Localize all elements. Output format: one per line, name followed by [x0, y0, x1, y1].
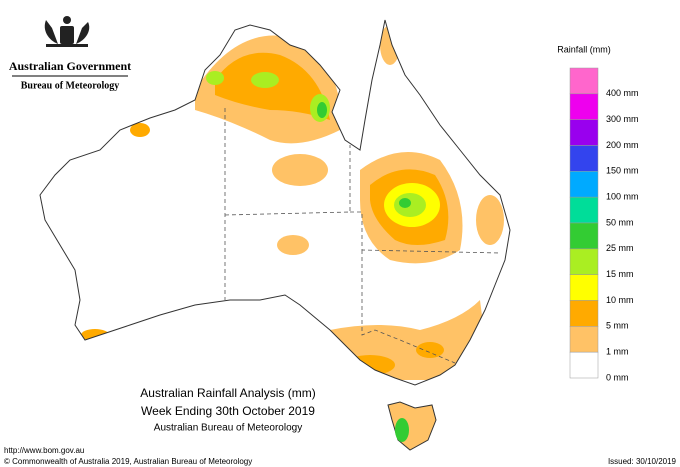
caption-title: Australian Rainfall Analysis (mm) — [140, 386, 315, 400]
state-border — [361, 250, 456, 364]
legend-swatch — [569, 67, 599, 95]
legend-swatch — [569, 300, 599, 327]
legend-swatch — [569, 222, 599, 250]
footer-url: http://www.bom.gov.au — [4, 446, 84, 455]
footer-issued: Issued: 30/10/2019 — [608, 457, 677, 466]
tasmania-rain — [395, 418, 409, 442]
legend-label: 50 mm — [606, 217, 634, 227]
legend-swatch — [569, 274, 599, 301]
caption-agency: Australian Bureau of Meteorology — [154, 423, 302, 434]
legend-swatch — [569, 145, 599, 172]
legend-swatch — [569, 93, 599, 120]
state-border — [224, 145, 351, 216]
bureau-title: Bureau of Meteorology — [21, 80, 120, 91]
legend-label: 5 mm — [606, 321, 629, 331]
legend-label: 1 mm — [606, 347, 629, 357]
government-title: Australian Government — [9, 59, 131, 73]
crest — [44, 16, 90, 47]
caption-week: Week Ending 30th October 2019 — [141, 404, 315, 418]
state-border — [350, 211, 501, 254]
legend-title: Rainfall (mm) — [557, 44, 611, 54]
legend-swatch — [569, 196, 599, 224]
legend-label: 15 mm — [606, 269, 634, 279]
legend-label: 0 mm — [606, 372, 629, 382]
legend-label: 150 mm — [606, 166, 639, 176]
legend-label: 200 mm — [606, 140, 639, 150]
legend-swatch — [569, 171, 599, 198]
legend-label: 100 mm — [606, 192, 639, 202]
legend-label: 25 mm — [606, 243, 634, 253]
legend-swatch — [569, 248, 599, 275]
footer-copyright: © Commonwealth of Australia 2019, Austra… — [4, 457, 252, 466]
legend-label: 400 mm — [606, 88, 639, 98]
legend-swatch — [569, 326, 599, 353]
legend-label: 300 mm — [606, 114, 639, 124]
legend: 400 mm 300 mm 200 mm 150 mm 100 mm 50 mm 25 mm… — [569, 67, 639, 382]
legend-label: 10 mm — [606, 295, 634, 305]
legend-swatch — [569, 119, 599, 146]
legend-swatch — [569, 351, 599, 379]
